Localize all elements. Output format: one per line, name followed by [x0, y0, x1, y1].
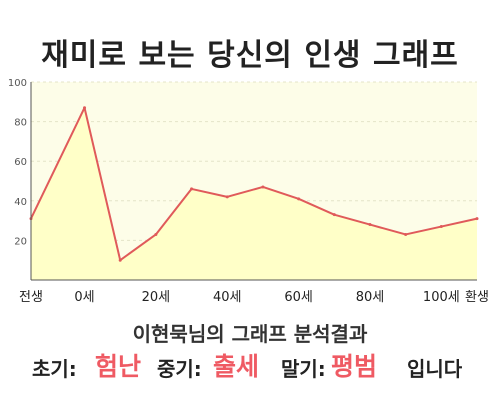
x-tick-label-0: 전생: [19, 290, 43, 305]
x-tick-label-7: 환생: [465, 290, 489, 305]
data-point-8: [332, 213, 336, 217]
data-point-10: [404, 232, 408, 236]
data-point-4: [190, 187, 194, 191]
early-label: 초기:: [32, 357, 77, 381]
data-point-9: [368, 223, 372, 227]
data-point-3: [154, 232, 158, 236]
data-point-6: [261, 185, 265, 189]
x-tick-label-6: 100세: [423, 290, 460, 305]
y-tick-label-100: 100: [8, 78, 27, 89]
data-point-11: [439, 225, 443, 229]
data-point-1: [83, 106, 87, 110]
data-point-2: [118, 258, 122, 262]
result-summary: 초기: 험난 중기: 출세 말기: 평범 입니다: [0, 345, 500, 385]
series-area: [31, 107, 477, 281]
x-tick-label-2: 20세: [142, 290, 171, 305]
late-value: 평범: [331, 352, 378, 381]
x-tick-label-1: 0세: [74, 290, 94, 305]
early-value: 험난: [95, 352, 142, 381]
mid-value: 출세: [213, 352, 260, 381]
data-point-12: [475, 217, 479, 221]
y-tick-label-80: 80: [14, 118, 27, 129]
result-suffix: 입니다: [407, 357, 463, 381]
x-tick-label-3: 40세: [213, 290, 242, 305]
x-tick-label-5: 80세: [356, 290, 385, 305]
data-point-7: [297, 197, 301, 201]
y-tick-label-40: 40: [14, 197, 27, 208]
late-label: 말기:: [281, 357, 326, 381]
chart-title: 재미로 보는 당신의 인생 그래프: [41, 38, 459, 73]
x-tick-label-4: 60세: [284, 290, 313, 305]
y-tick-label-20: 20: [14, 236, 27, 247]
mid-label: 중기:: [157, 357, 202, 381]
y-tick-label-60: 60: [14, 157, 27, 168]
chart-subtitle: 이현묵님의 그래프 분석결과: [132, 322, 368, 346]
data-point-5: [225, 195, 229, 199]
life-graph-chart: 20 40 60 80 100 전생 0세 20세 40세 60세 80세 100세 환생: [8, 78, 489, 305]
